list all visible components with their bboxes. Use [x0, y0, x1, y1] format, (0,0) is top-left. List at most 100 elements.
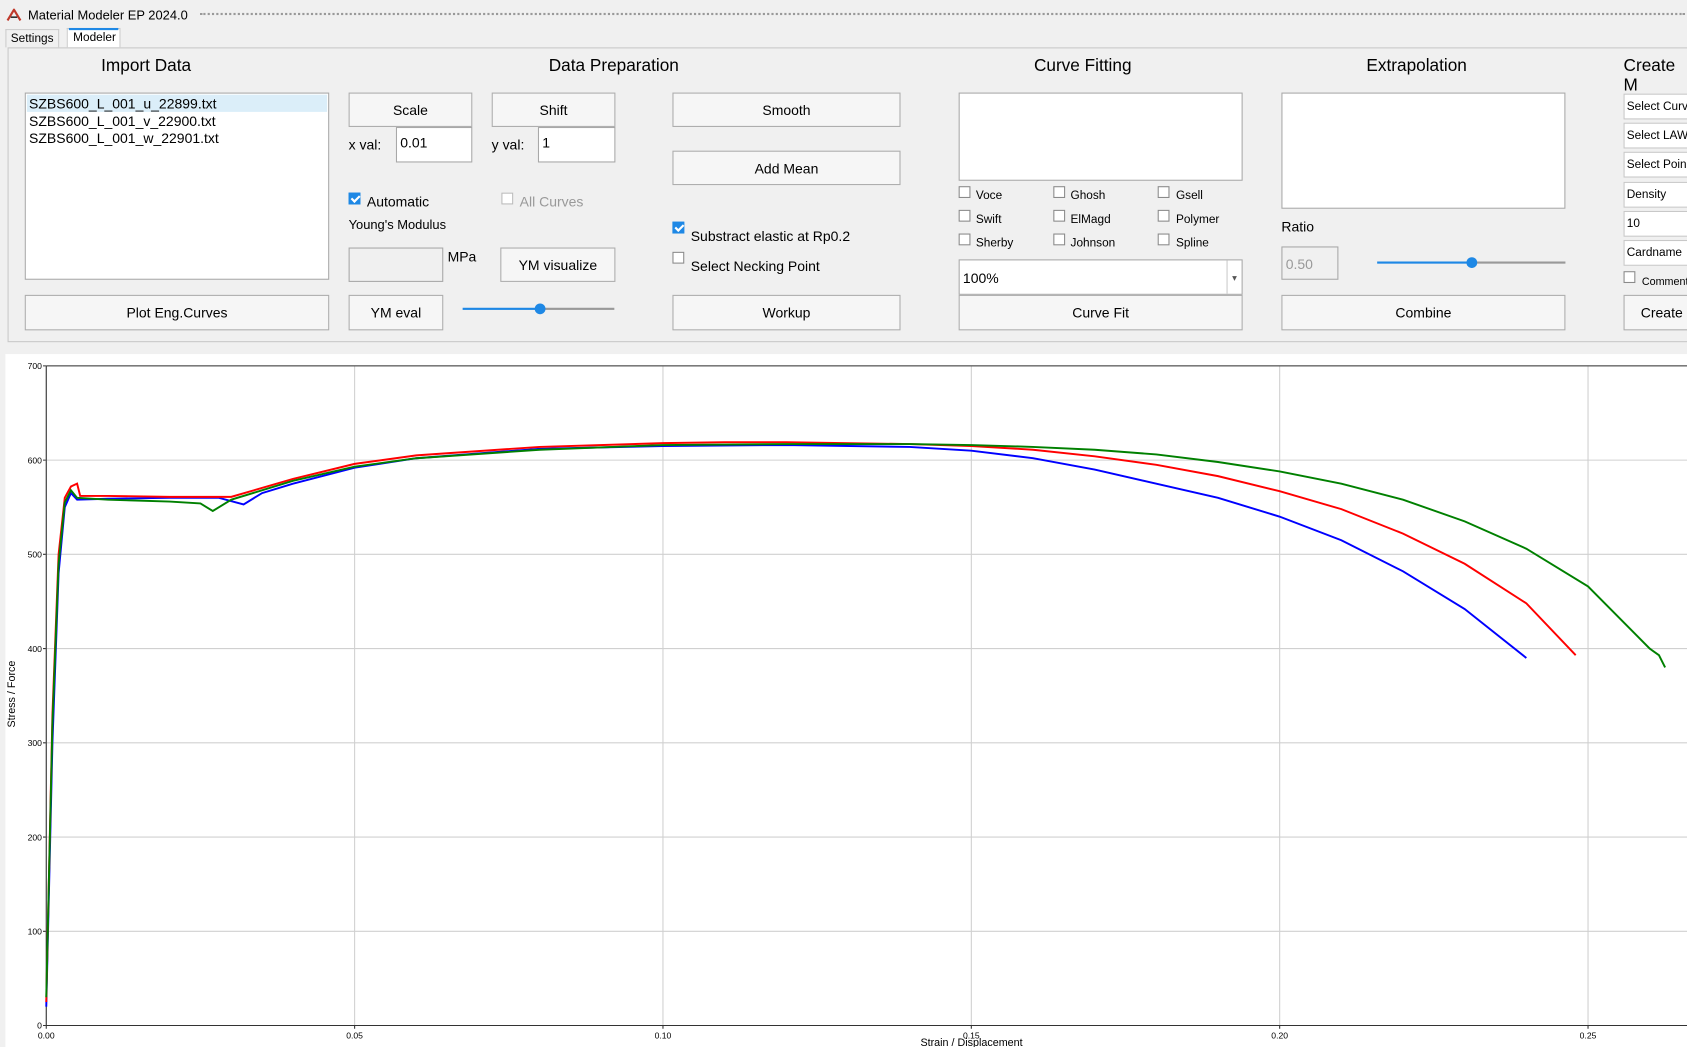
button[interactable]: Scale	[348, 92, 473, 127]
input[interactable]: Select Curv	[1623, 93, 1687, 120]
grip	[200, 12, 1685, 17]
app-icon	[6, 8, 22, 21]
law-label: Voce	[975, 189, 1003, 203]
slider-thumb[interactable]	[1466, 257, 1478, 268]
label: Select Necking Point	[690, 258, 820, 275]
file-item[interactable]: SZBS600_L_001_v_22900.txt	[29, 112, 216, 130]
section-title: Curve Fitting	[1033, 57, 1132, 76]
input[interactable]: 0.01	[395, 126, 473, 163]
y-tick-label: 600	[28, 455, 43, 465]
x-tick-label: 0.25	[1580, 1030, 1597, 1040]
checkbox[interactable]	[1157, 186, 1170, 199]
input[interactable]	[348, 247, 444, 282]
file-list[interactable]: SZBS600_L_001_u_22899.txt SZBS600_L_001_…	[24, 92, 330, 280]
file-item[interactable]: SZBS600_L_001_w_22901.txt	[29, 130, 219, 147]
law-label: Sherby	[975, 236, 1014, 250]
data-line	[45, 443, 1666, 998]
section-title: Import Data	[101, 57, 192, 76]
checkbox[interactable]	[1053, 186, 1066, 199]
checkbox[interactable]	[1157, 233, 1170, 246]
input[interactable]: 0.50	[1281, 246, 1339, 280]
label: x val:	[348, 136, 382, 153]
slider-track	[462, 307, 541, 310]
y-tick-label: 0	[37, 1021, 42, 1031]
y-axis-label: Stress / Force	[6, 661, 18, 728]
dropdown-arrow[interactable]: ▾	[1226, 260, 1242, 294]
button[interactable]: YM visualize	[500, 247, 616, 282]
checkbox[interactable]	[1623, 271, 1636, 284]
chart: Stress / Force Strain / Displacement 0 10…	[5, 354, 1687, 1047]
button[interactable]: Combine	[1281, 294, 1566, 331]
checkbox[interactable]	[348, 192, 361, 205]
button[interactable]: YM eval	[348, 294, 444, 331]
title-bar: Material Modeler EP 2024.0	[0, 0, 1687, 30]
plot-area	[46, 365, 1687, 1026]
x-tick-label: 0.10	[655, 1030, 672, 1040]
checkbox[interactable]	[958, 186, 971, 199]
extrapolation-list[interactable]	[1281, 92, 1566, 209]
button[interactable]: Add Mean	[672, 150, 901, 186]
law-label: Swift	[975, 213, 1002, 226]
y-tick-label: 300	[28, 738, 43, 748]
x-tick-label: 0.05	[346, 1030, 363, 1040]
input[interactable]: Density	[1623, 181, 1687, 208]
tab-active[interactable]: Modeler	[66, 27, 121, 48]
checkbox[interactable]	[501, 192, 514, 205]
checkbox[interactable]	[1053, 233, 1066, 246]
checkbox[interactable]	[672, 251, 685, 264]
label: Young's Modulus	[348, 217, 447, 233]
tab[interactable]: Settings	[5, 29, 60, 48]
checkbox[interactable]	[958, 233, 971, 246]
button[interactable]: Workup	[672, 294, 901, 331]
label: Automatic	[366, 193, 430, 210]
x-tick-label: 0.15	[963, 1030, 980, 1040]
fit-list[interactable]	[958, 92, 1243, 181]
input[interactable]: Select Poin	[1623, 151, 1687, 178]
x-axis-label: Strain / Displacement	[920, 1037, 1022, 1047]
button[interactable]: Shift	[491, 92, 616, 127]
slider-track	[1471, 261, 1566, 264]
input[interactable]: 1	[537, 126, 616, 163]
label: Substract elastic at Rp0.2	[690, 228, 851, 245]
y-tick-label: 400	[28, 644, 43, 654]
checkbox[interactable]	[672, 221, 685, 234]
button[interactable]: Curve Fit	[958, 294, 1243, 331]
combo-box[interactable]: 100%	[958, 259, 1243, 295]
law-label: Polymer	[1175, 213, 1220, 226]
file-item[interactable]: SZBS600_L_001_u_22899.txt	[29, 95, 217, 112]
y-tick-label: 700	[28, 361, 43, 371]
law-label: Gsell	[1175, 189, 1203, 203]
y-tick-label: 200	[28, 832, 43, 842]
button[interactable]: Plot Eng.Curves	[24, 294, 330, 331]
label: y val:	[491, 136, 525, 153]
label: Ratio	[1281, 218, 1315, 235]
slider-thumb[interactable]	[534, 303, 546, 315]
x-tick-label: 0.00	[38, 1030, 55, 1040]
section-title: Create M	[1623, 57, 1676, 95]
label: All Curves	[519, 193, 584, 210]
selection	[26, 94, 328, 112]
input[interactable]: Select LAW	[1623, 122, 1687, 149]
input[interactable]: Cardname	[1623, 239, 1687, 266]
checkbox[interactable]	[1053, 209, 1066, 222]
data-line	[45, 441, 1577, 1002]
button[interactable]: Create	[1623, 294, 1687, 331]
law-label: Johnson	[1070, 236, 1116, 250]
y-tick-label: 100	[28, 927, 43, 937]
law-label: Spline	[1175, 236, 1209, 250]
label: Comment	[1641, 276, 1687, 289]
y-tick-label: 500	[28, 550, 43, 560]
x-tick-label: 0.20	[1271, 1030, 1288, 1040]
label: MPa	[447, 248, 477, 265]
law-label: ElMagd	[1070, 213, 1111, 226]
section-title: Data Preparation	[548, 57, 679, 76]
checkbox[interactable]	[958, 209, 971, 222]
checkbox[interactable]	[1157, 209, 1170, 222]
slider-track	[540, 307, 615, 310]
input[interactable]: 10	[1623, 210, 1687, 237]
section-title: Extrapolation	[1366, 57, 1467, 76]
law-label: Ghosh	[1070, 189, 1106, 203]
button[interactable]: Smooth	[672, 92, 901, 127]
